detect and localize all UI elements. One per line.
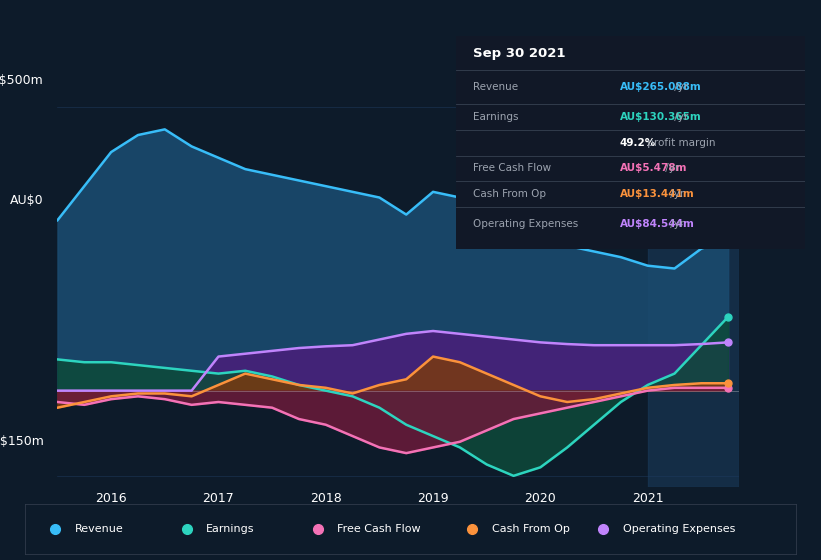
- Text: /yr: /yr: [672, 112, 689, 122]
- Text: profit margin: profit margin: [644, 138, 716, 148]
- Text: Earnings: Earnings: [206, 524, 255, 534]
- Text: Free Cash Flow: Free Cash Flow: [337, 524, 421, 534]
- Text: AU$5.478m: AU$5.478m: [620, 164, 687, 174]
- Text: Cash From Op: Cash From Op: [473, 189, 546, 199]
- Bar: [648, 90, 739, 487]
- Text: Revenue: Revenue: [75, 524, 123, 534]
- Text: Operating Expenses: Operating Expenses: [623, 524, 735, 534]
- Text: /yr: /yr: [667, 189, 684, 199]
- Text: Operating Expenses: Operating Expenses: [473, 218, 578, 228]
- Text: AU$13.441m: AU$13.441m: [620, 189, 695, 199]
- Text: Free Cash Flow: Free Cash Flow: [473, 164, 551, 174]
- Text: AU$130.365m: AU$130.365m: [620, 112, 701, 122]
- Text: Sep 30 2021: Sep 30 2021: [473, 47, 566, 60]
- Text: AU$500m: AU$500m: [0, 74, 44, 87]
- Text: AU$84.544m: AU$84.544m: [620, 218, 695, 228]
- Text: Earnings: Earnings: [473, 112, 519, 122]
- Text: AU$265.088m: AU$265.088m: [620, 82, 701, 92]
- Text: 49.2%: 49.2%: [620, 138, 656, 148]
- Text: /yr: /yr: [663, 164, 680, 174]
- Text: /yr: /yr: [667, 218, 684, 228]
- Text: Cash From Op: Cash From Op: [492, 524, 570, 534]
- Text: Revenue: Revenue: [473, 82, 518, 92]
- Text: AU$0: AU$0: [10, 194, 44, 207]
- Text: /yr: /yr: [672, 82, 689, 92]
- Text: -AU$150m: -AU$150m: [0, 435, 44, 448]
